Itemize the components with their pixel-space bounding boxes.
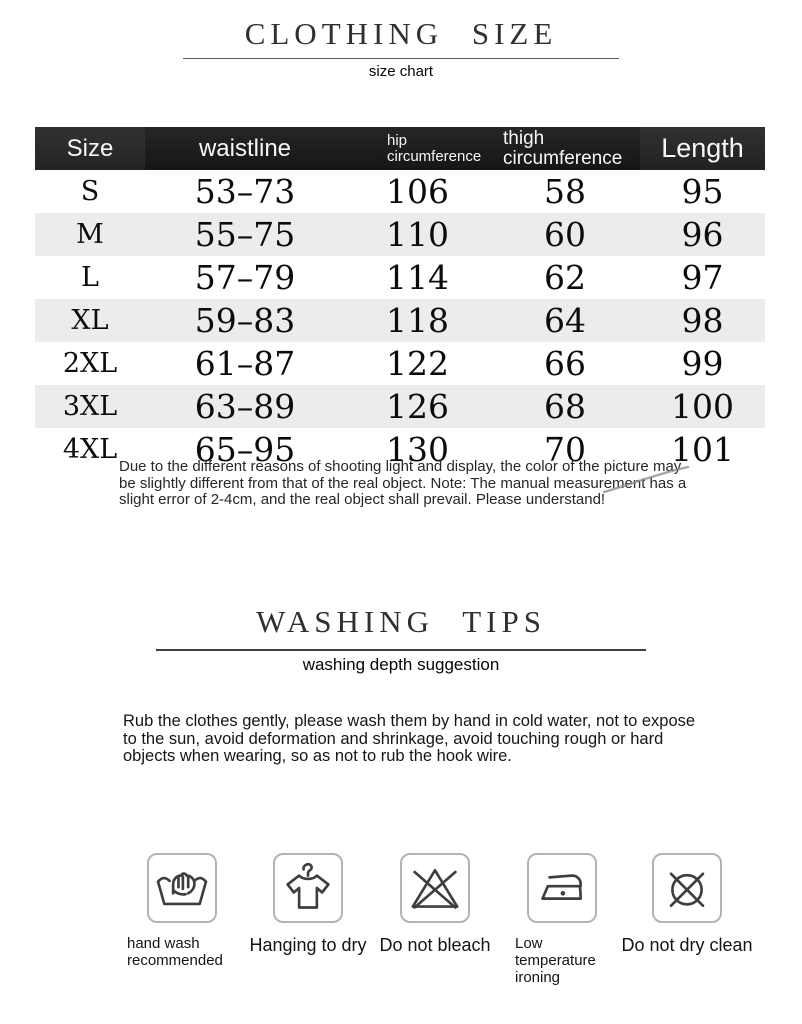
cell-waistline: 55–75 — [194, 215, 296, 254]
care-item-hanging-dry: Hanging to dry — [243, 853, 373, 955]
header-cell-size: Size — [35, 127, 145, 170]
cell-size-label: L — [81, 262, 99, 293]
color-disclaimer-note: Due to the different reasons of shooting… — [119, 458, 687, 508]
size-table-body: S 53–73 106 58 95 M 55–75 110 60 96 L 57… — [35, 170, 765, 471]
header-cell-length: Length — [640, 127, 765, 170]
cell-length: 97 — [681, 258, 724, 297]
cell-size-label: 4XL — [62, 434, 118, 465]
cell-hip: 130 — [386, 430, 449, 469]
cell-thigh: 58 — [544, 172, 586, 211]
header-thigh-line1: thigh — [503, 127, 545, 149]
care-label: Low temperature ironing — [515, 935, 596, 986]
cell-hip: 114 — [386, 258, 449, 297]
cell-size-label: 3XL — [62, 391, 118, 422]
page-title: CLOTHING SIZE — [244, 16, 558, 51]
cell-waistline: 61–87 — [194, 344, 296, 383]
do-not-dry-clean-icon — [652, 853, 722, 923]
washing-subtitle: washing depth suggestion — [302, 655, 500, 674]
washing-title-underline — [156, 649, 646, 651]
size-section-header: CLOTHING SIZE size chart — [0, 14, 802, 80]
header-cell-waistline: waistline — [198, 134, 292, 162]
table-row-s: S 53–73 106 58 95 — [35, 170, 765, 213]
header-cell-thigh-circumference: thigh circumference — [490, 127, 640, 170]
cell-length: 95 — [681, 172, 724, 211]
washing-title: WASHING TIPS — [256, 604, 546, 639]
washing-instructions: Rub the clothes gently, please wash them… — [123, 712, 696, 765]
cell-hip: 118 — [386, 301, 449, 340]
care-label: hand wash recommended — [127, 935, 223, 969]
header-cell-hip-circumference: hip circumference — [345, 127, 490, 170]
table-row-l: L 57–79 114 62 97 — [35, 256, 765, 299]
cell-length: 96 — [681, 215, 724, 254]
title-underline — [183, 58, 619, 59]
cell-length: 100 — [671, 387, 734, 426]
cell-hip: 110 — [386, 215, 449, 254]
cell-waistline: 57–79 — [194, 258, 296, 297]
table-row-xl: XL 59–83 118 64 98 — [35, 299, 765, 342]
cell-thigh: 70 — [544, 430, 586, 469]
do-not-bleach-icon — [400, 853, 470, 923]
care-label: Do not bleach — [379, 935, 491, 955]
washing-section-header: WASHING TIPS washing depth suggestion — [0, 602, 802, 675]
size-table: Size waistline hip circumference thigh c… — [35, 127, 765, 471]
cell-size-label: XL — [71, 305, 109, 336]
cell-size-label: 2XL — [62, 348, 118, 379]
table-row-3xl: 3XL 63–89 126 68 100 — [35, 385, 765, 428]
hand-wash-icon — [147, 853, 217, 923]
cell-length: 101 — [671, 430, 734, 469]
cell-length: 98 — [681, 301, 724, 340]
table-row-4xl: 4XL 65–95 130 70 101 — [35, 428, 765, 471]
care-item-no-dry-clean: Do not dry clean — [613, 853, 761, 955]
cell-hip: 122 — [386, 344, 449, 383]
header-hip-line1: hip — [387, 131, 408, 149]
hanging-to-dry-icon — [273, 853, 343, 923]
care-item-no-bleach: Do not bleach — [372, 853, 498, 955]
care-label: Do not dry clean — [621, 935, 753, 955]
cell-thigh: 62 — [544, 258, 586, 297]
cell-thigh: 64 — [544, 301, 586, 340]
care-item-hand-wash: hand wash recommended — [120, 853, 244, 969]
stray-mark-decoration — [602, 465, 690, 494]
cell-waistline: 53–73 — [194, 172, 296, 211]
table-row-2xl: 2XL 61–87 122 66 99 — [35, 342, 765, 385]
header-thigh-line2: circumference — [503, 147, 623, 169]
header-hip-line2: circumference — [387, 147, 482, 165]
cell-size-label: S — [80, 176, 100, 207]
cell-hip: 106 — [386, 172, 449, 211]
size-section-subtitle: size chart — [368, 63, 434, 80]
cell-hip: 126 — [386, 387, 449, 426]
cell-thigh: 60 — [544, 215, 586, 254]
table-row-m: M 55–75 110 60 96 — [35, 213, 765, 256]
care-label: Hanging to dry — [249, 935, 367, 955]
cell-waistline: 59–83 — [194, 301, 296, 340]
low-temperature-ironing-icon — [527, 853, 597, 923]
size-table-header-row: Size waistline hip circumference thigh c… — [35, 127, 765, 170]
cell-waistline: 63–89 — [194, 387, 296, 426]
cell-thigh: 66 — [544, 344, 586, 383]
cell-length: 99 — [681, 344, 724, 383]
cell-waistline: 65–95 — [194, 430, 296, 469]
cell-thigh: 68 — [544, 387, 586, 426]
cell-size-label: M — [76, 219, 104, 250]
care-item-low-temp-iron: Low temperature ironing — [508, 853, 616, 986]
